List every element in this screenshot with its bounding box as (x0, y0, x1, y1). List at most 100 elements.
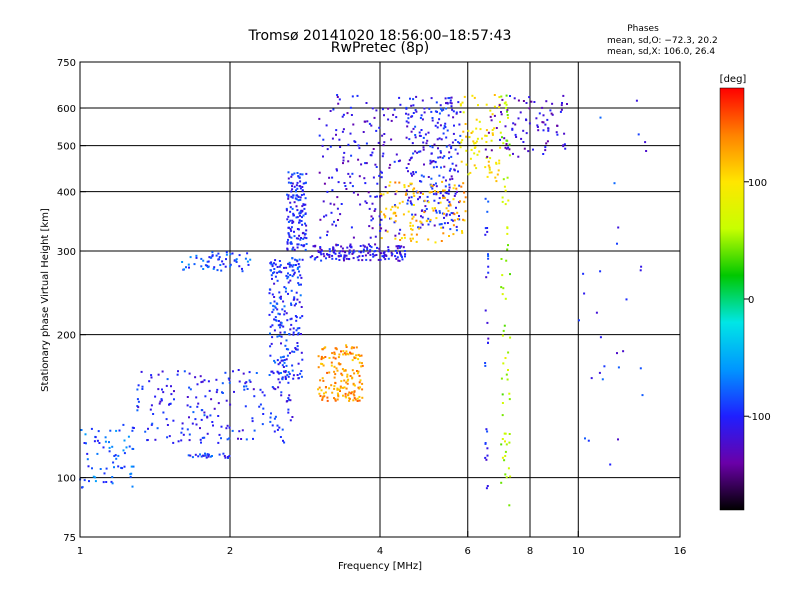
echo-point (274, 306, 277, 309)
echo-point (295, 216, 298, 219)
echo-point (382, 144, 385, 147)
echo-point (296, 327, 299, 330)
echo-point (287, 381, 290, 384)
echo-point (353, 394, 356, 397)
echo-point (388, 184, 391, 187)
echo-point (302, 203, 305, 206)
echo-point (291, 364, 294, 367)
echo-point (410, 130, 413, 133)
echo-point (218, 256, 221, 259)
echo-point (469, 171, 472, 174)
echo-point (415, 240, 418, 243)
echo-point (407, 117, 410, 120)
echo-point (291, 173, 294, 176)
echo-point (405, 189, 408, 192)
echo-point (182, 433, 185, 436)
echo-point (343, 255, 346, 258)
echo-point (212, 267, 215, 270)
echo-point (233, 390, 235, 393)
echo-point (467, 129, 470, 132)
echo-point (464, 123, 467, 125)
echo-point (443, 165, 446, 168)
echo-point (209, 414, 212, 417)
echo-point (363, 245, 366, 248)
echo-point (449, 167, 452, 170)
echo-point (319, 218, 322, 221)
echo-point (410, 239, 413, 242)
echo-point (361, 364, 364, 367)
echo-point (299, 238, 302, 241)
echo-point (445, 214, 448, 217)
echo-point (590, 377, 593, 380)
echo-point (282, 325, 285, 328)
echo-point (283, 266, 285, 269)
echo-point (501, 414, 504, 417)
echo-point (365, 202, 368, 204)
echo-point (447, 192, 450, 195)
echo-point (299, 185, 302, 188)
echo-point (530, 100, 533, 103)
echo-point (473, 96, 476, 99)
echo-point (298, 270, 300, 273)
echo-point (448, 183, 451, 186)
echo-point (330, 361, 333, 364)
echo-point (246, 252, 249, 255)
echo-point (437, 147, 439, 150)
echo-point (444, 126, 447, 129)
echo-point (282, 359, 285, 362)
echo-point (603, 365, 606, 368)
echo-point (401, 256, 403, 259)
echo-point (544, 149, 547, 152)
echo-point (343, 259, 345, 262)
echo-point (447, 204, 450, 207)
echo-point (319, 379, 322, 382)
echo-point (125, 446, 128, 449)
echo-point (299, 173, 302, 176)
echo-point (331, 352, 334, 355)
plot-area-frame (79, 61, 681, 538)
echo-point (371, 151, 374, 154)
echo-point (280, 394, 283, 397)
echo-point (402, 246, 405, 249)
echo-point (395, 214, 398, 217)
echo-point (338, 252, 341, 255)
echo-point (289, 228, 292, 231)
echo-point (349, 375, 352, 377)
echo-point (290, 182, 293, 185)
echo-point (281, 376, 284, 379)
echo-point (283, 313, 286, 316)
echo-point (181, 427, 184, 430)
echo-point (318, 134, 321, 137)
echo-point (472, 140, 475, 143)
echo-point (350, 347, 353, 350)
echo-point (508, 392, 511, 395)
echo-point (213, 407, 216, 410)
echo-point (491, 133, 494, 136)
echo-point (296, 345, 299, 348)
echo-point (328, 371, 331, 374)
echo-point (369, 195, 372, 198)
echo-point (216, 269, 219, 272)
echo-point (463, 95, 466, 98)
echo-point (321, 348, 324, 351)
echo-point (450, 105, 453, 108)
y-tick-label: 100 (57, 474, 76, 485)
echo-point (502, 287, 505, 290)
echo-point (354, 141, 357, 143)
x-tick-label: 6 (465, 546, 471, 557)
echo-point (140, 370, 143, 373)
echo-point (533, 101, 536, 103)
echo-point (197, 455, 200, 458)
echo-point (295, 198, 298, 201)
echo-point (162, 411, 165, 414)
echo-point (471, 130, 474, 133)
echo-point (501, 293, 504, 296)
echo-point (405, 120, 408, 123)
echo-point (448, 201, 451, 204)
echo-point (221, 260, 224, 263)
echo-point (271, 265, 274, 268)
echo-point (329, 250, 331, 253)
echo-point (413, 195, 416, 197)
echo-point (430, 110, 433, 113)
echo-point (261, 423, 264, 426)
